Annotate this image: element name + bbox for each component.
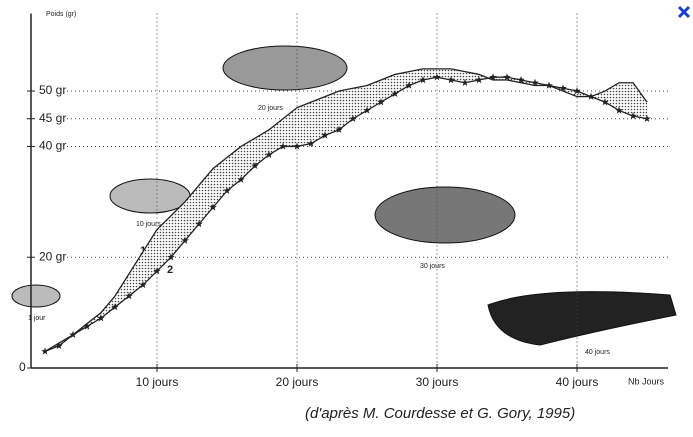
star-marker	[349, 114, 357, 122]
star-marker	[615, 106, 623, 114]
bird-illustrations	[11, 45, 677, 346]
star-marker	[279, 142, 287, 150]
x-tick-label: 10 jours	[136, 375, 179, 389]
star-marker	[405, 81, 413, 89]
x-tick-label: 20 jours	[276, 375, 319, 389]
star-marker	[587, 92, 595, 100]
star-marker	[153, 267, 161, 275]
star-marker	[531, 78, 539, 86]
star-marker	[489, 73, 497, 81]
star-marker	[167, 253, 175, 261]
y-tick-label: 40 gr	[39, 139, 66, 153]
star-marker	[461, 78, 469, 86]
star-marker	[601, 98, 609, 106]
bird-label: 40 jours	[585, 349, 610, 356]
star-marker	[419, 75, 427, 84]
star-marker	[265, 150, 273, 158]
star-marker	[629, 111, 637, 120]
star-marker	[545, 81, 553, 89]
star-marker	[391, 89, 399, 98]
curve-label: 2	[167, 264, 173, 276]
star-marker	[41, 347, 49, 355]
star-marker	[517, 75, 525, 84]
bird-label: 10 jours	[136, 221, 161, 228]
star-marker	[251, 161, 259, 170]
star-marker	[433, 73, 441, 81]
star-marker	[125, 291, 133, 300]
star-marker	[293, 142, 301, 150]
star-marker	[335, 125, 343, 134]
star-marker	[503, 73, 511, 81]
x-tick-label: 30 jours	[416, 375, 459, 389]
star-marker	[363, 106, 371, 114]
star-marker	[69, 330, 77, 338]
y-tick-label: 45 gr	[39, 111, 66, 125]
x-tick-label: 40 jours	[556, 375, 599, 389]
bird-label: 1 jour	[28, 315, 46, 322]
star-marker	[307, 139, 315, 147]
close-button[interactable]	[677, 5, 691, 19]
star-marker	[55, 341, 63, 350]
star-marker	[209, 203, 217, 211]
star-marker	[83, 322, 91, 330]
star-marker	[237, 175, 245, 183]
star-marker	[559, 84, 567, 92]
star-marker	[139, 280, 147, 289]
star-marker	[321, 131, 329, 139]
star-marker	[643, 114, 651, 122]
star-marker	[111, 303, 119, 311]
star-marker	[377, 98, 385, 106]
star-marker	[447, 75, 455, 84]
star-marker	[195, 219, 203, 228]
star-marker	[97, 314, 105, 322]
star-marker	[573, 87, 581, 95]
source: (d'après M. Courdesse et G. Gory, 1995)	[305, 405, 575, 422]
star-marker	[223, 186, 231, 194]
star-marker	[181, 236, 189, 244]
y-axis-title: Poids (gr)	[46, 11, 76, 18]
y-tick-label: 20 gr	[39, 249, 66, 263]
star-marker	[475, 75, 483, 84]
bird-label: 30 jours	[420, 263, 445, 270]
y-tick-label: 50 gr	[39, 83, 66, 97]
bird-label: 20 jours	[258, 105, 283, 112]
x-axis-title: Nb Jours	[628, 376, 665, 386]
y-tick-label: 0	[19, 360, 26, 374]
